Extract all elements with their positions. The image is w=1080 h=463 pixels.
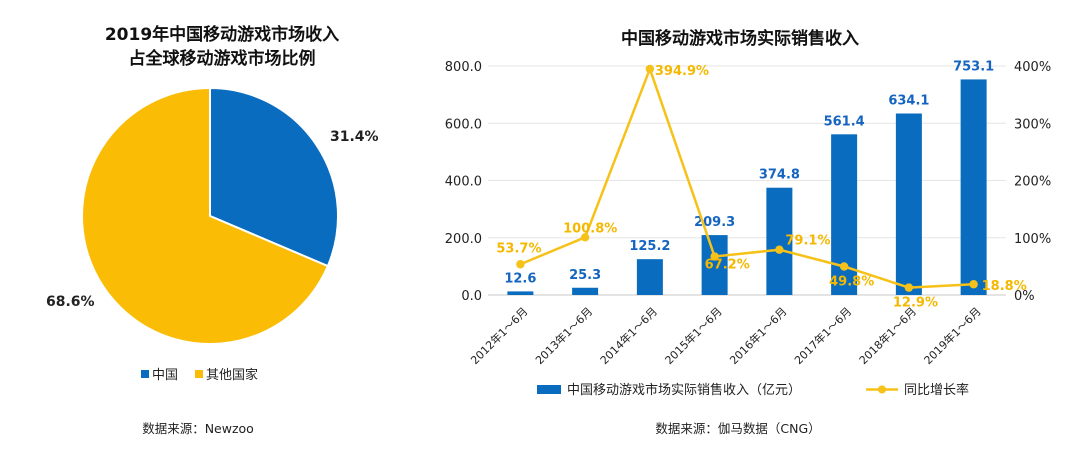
- left-axis-tick: 200.0: [445, 232, 482, 247]
- legend-label-revenue: 中国移动游戏市场实际销售收入（亿元）: [567, 382, 801, 398]
- bar-value-label: 12.6: [504, 271, 536, 286]
- bar-line-chart: 0.0 200.0 400.0 600.0 800.0 0% 100% 200% 300% 400…: [445, 59, 1051, 367]
- legend-label-growth: 同比增长率: [904, 382, 969, 398]
- growth-line: [519, 67, 974, 289]
- right-axis-tick: 100%: [1014, 232, 1051, 247]
- right-axis-tick: 400%: [1014, 60, 1051, 75]
- bar-value-label: 374.8: [759, 168, 800, 183]
- bar-chart-title: 中国移动游戏市场实际销售收入: [621, 28, 859, 49]
- pie-source: 数据来源：Newzoo: [142, 421, 254, 436]
- left-axis-tick: 600.0: [445, 117, 482, 132]
- growth-point: [904, 283, 914, 292]
- pie-slice-1: [81, 86, 330, 345]
- bar-value-label: 125.2: [629, 239, 670, 254]
- right-axis-tick: 0%: [1014, 289, 1035, 304]
- bar-value-label: 25.3: [569, 268, 601, 283]
- growth-value-label: 18.8%: [982, 279, 1027, 294]
- bar: [701, 235, 728, 295]
- growth-value-label: 394.9%: [655, 64, 709, 79]
- bar: [895, 113, 922, 295]
- x-axis-tick: 2016年1～6月: [727, 304, 790, 367]
- x-axis-tick: 2015年1～6月: [662, 304, 725, 367]
- bar: [766, 187, 793, 295]
- legend-swatch-china: [141, 370, 149, 378]
- growth-value-label: 53.7%: [496, 241, 541, 256]
- bar-chart-source: 数据来源：伽马数据（CNG）: [655, 421, 820, 436]
- growth-value-label: 12.9%: [893, 296, 938, 311]
- bar: [572, 287, 599, 295]
- growth-point: [645, 64, 655, 74]
- legend-swatch-other: [195, 370, 203, 378]
- bar: [831, 134, 858, 295]
- pie-slice-0: [209, 86, 339, 268]
- pie-chart: [81, 86, 339, 345]
- growth-value-label: 100.8%: [563, 221, 617, 236]
- x-axis-tick: 2017年1～6月: [791, 304, 854, 367]
- growth-value-label: 67.2%: [705, 258, 750, 273]
- bar: [960, 79, 987, 295]
- legend-swatch-revenue: [537, 385, 561, 394]
- pie-label-other: 68.6%: [46, 294, 95, 310]
- x-axis-tick: 2012年1～6月: [468, 304, 531, 367]
- growth-point: [839, 262, 849, 271]
- bar: [507, 291, 534, 295]
- growth-point: [516, 260, 525, 269]
- pie-title-line-2: 占全球移动游戏市场比例: [129, 48, 316, 69]
- growth-value-label: 49.8%: [829, 274, 874, 289]
- legend-label-other: 其他国家: [206, 367, 258, 383]
- bar-value-label: 634.1: [888, 93, 929, 108]
- left-axis-tick: 400.0: [445, 175, 482, 190]
- pie-label-china: 31.4%: [330, 129, 379, 145]
- left-axis-tick: 0.0: [461, 289, 482, 304]
- x-axis-tick: 2018年1～6月: [856, 304, 919, 367]
- growth-point: [710, 252, 719, 261]
- growth-point: [775, 245, 784, 254]
- growth-value-label: 79.1%: [785, 234, 830, 249]
- legend-label-china: 中国: [152, 368, 178, 383]
- bar-value-label: 753.1: [953, 59, 994, 74]
- right-axis-tick: 200%: [1014, 175, 1051, 190]
- growth-point: [969, 280, 978, 289]
- bar-value-label: 561.4: [824, 114, 865, 129]
- x-axis-tick: 2013年1～6月: [532, 304, 595, 367]
- growth-point: [580, 233, 590, 242]
- legend-marker-growth: [878, 385, 886, 394]
- pie-title-line-1: 2019年中国移动游戏市场收入: [105, 24, 339, 45]
- right-axis-tick: 300%: [1014, 117, 1051, 132]
- x-axis-tick: 2019年1～6月: [921, 304, 984, 367]
- x-axis-tick: 2014年1～6月: [597, 304, 660, 367]
- bar: [636, 259, 663, 295]
- left-axis-tick: 800.0: [445, 60, 482, 75]
